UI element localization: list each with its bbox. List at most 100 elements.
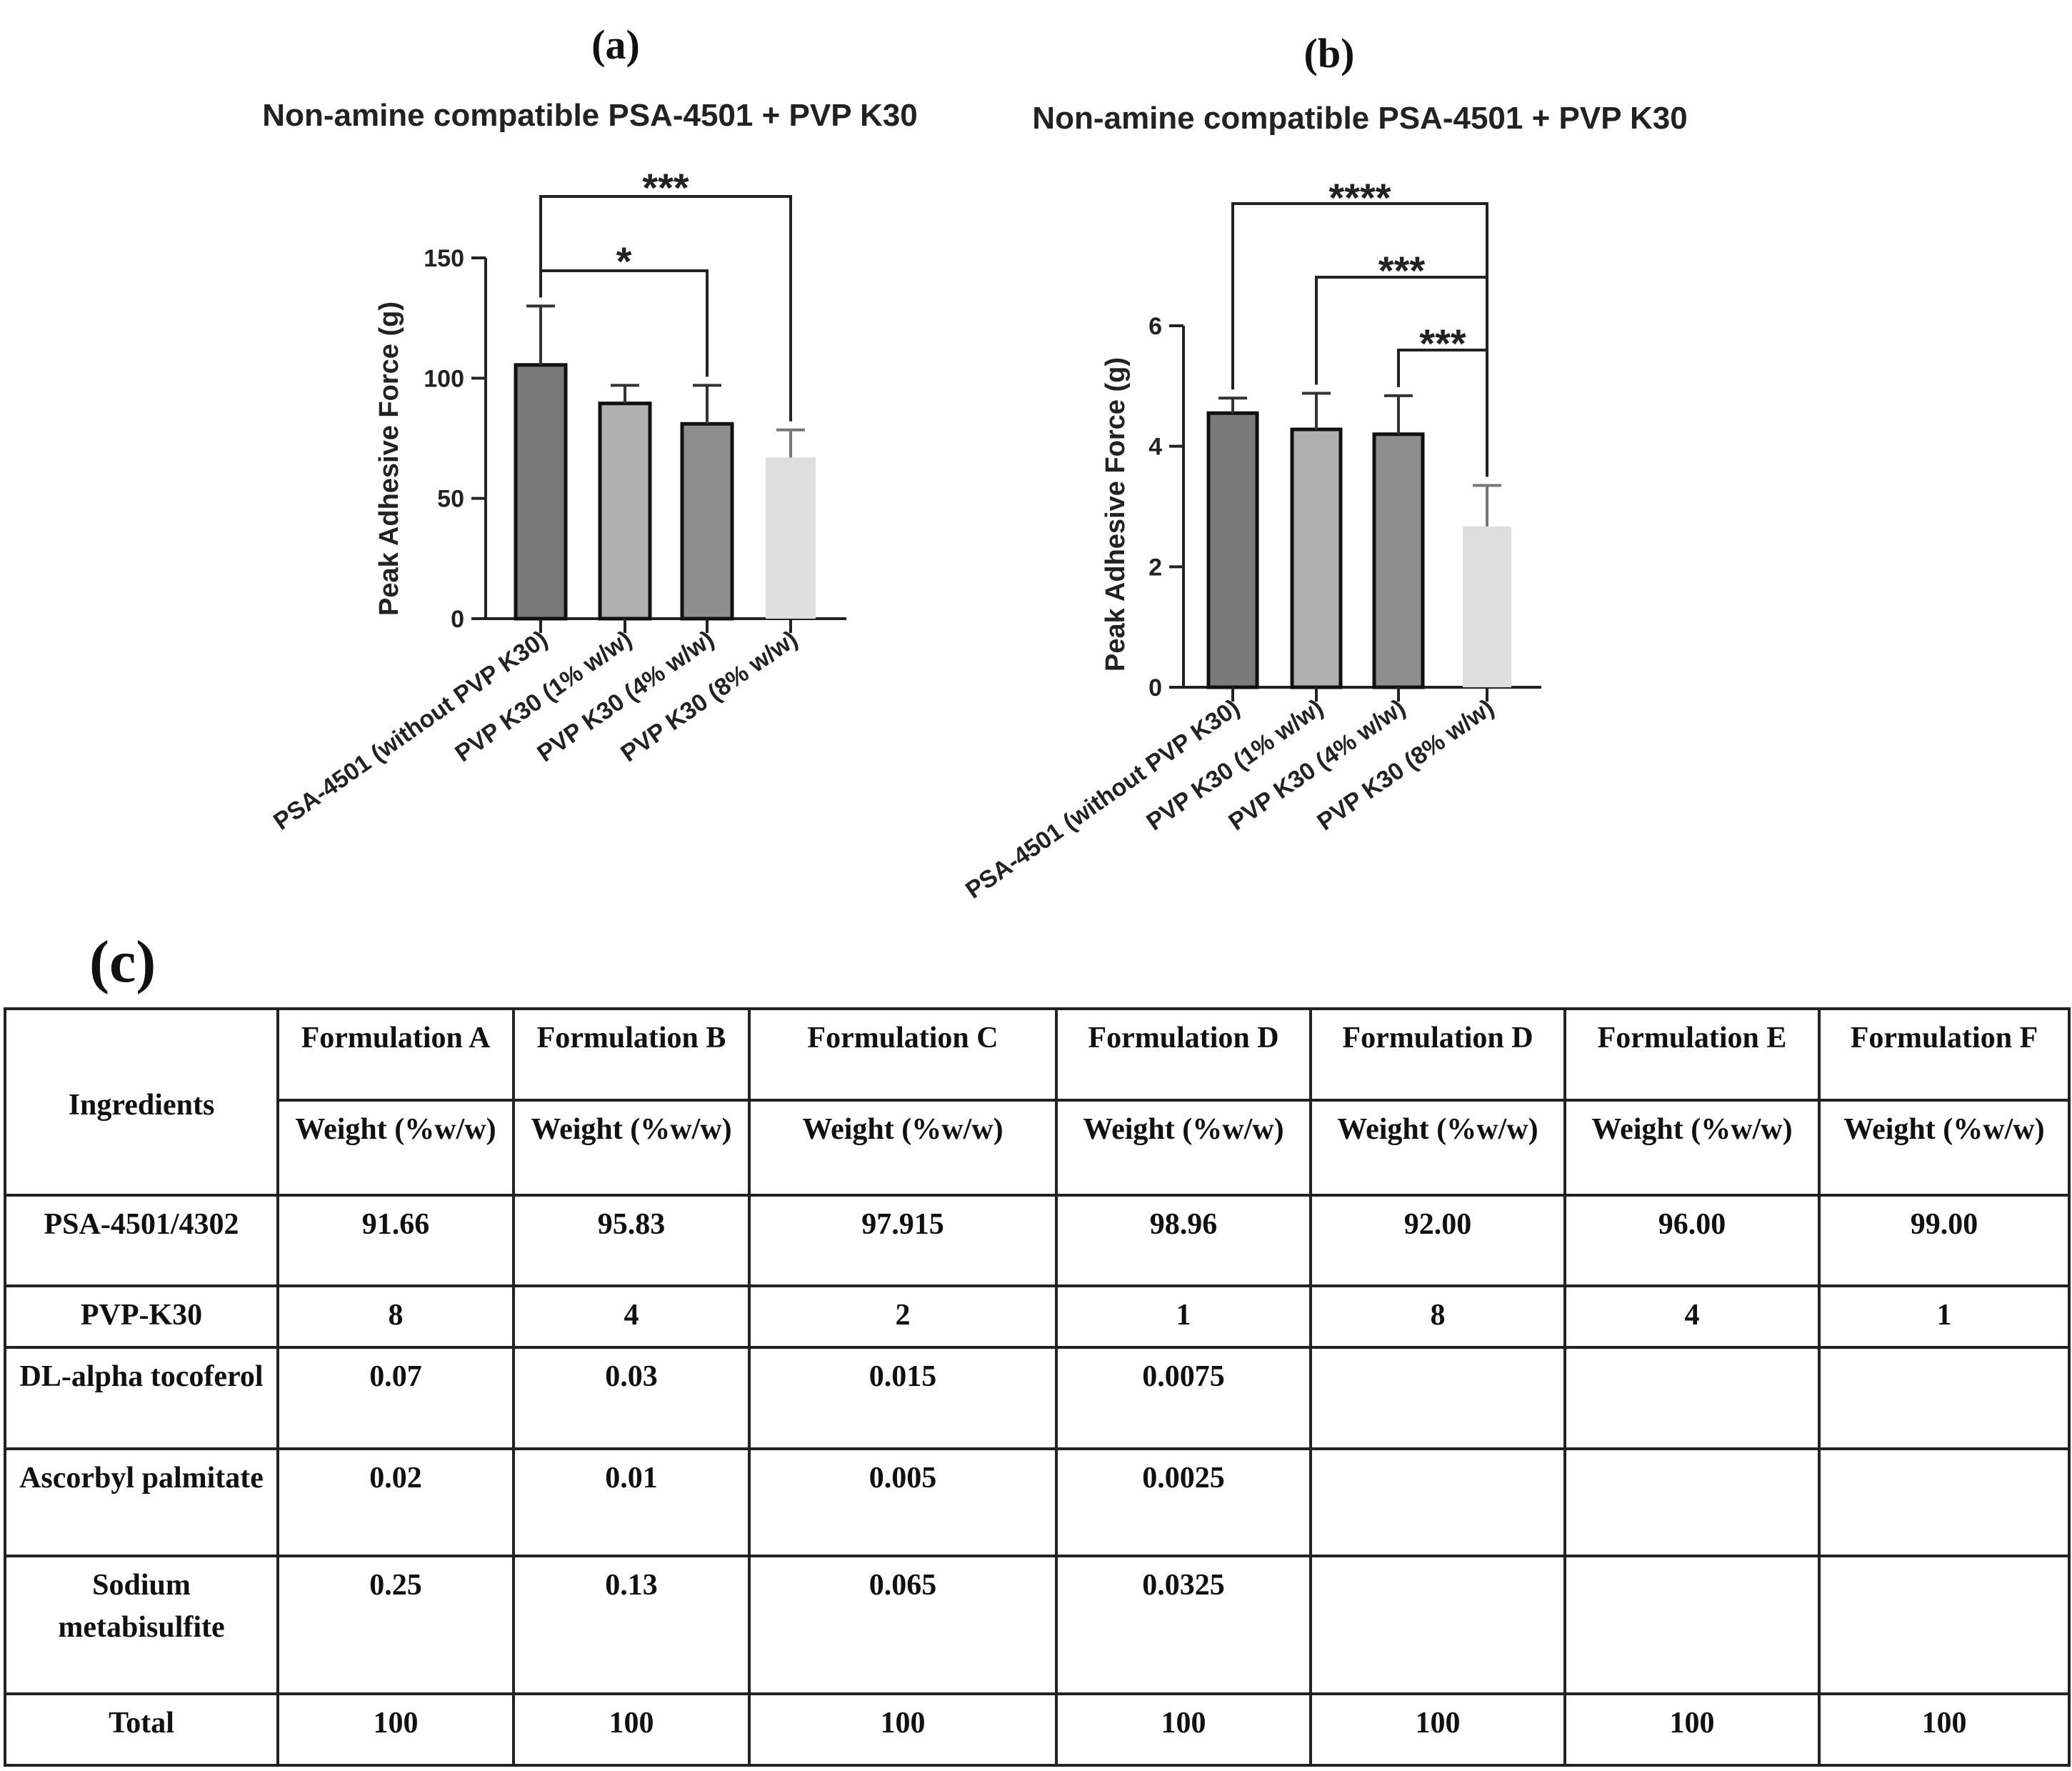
table-cell [1309,1346,1566,1450]
table-cell: 0.01 [512,1447,751,1557]
significance-stars: *** [1419,321,1466,366]
bar [514,363,568,621]
unit-header: Weight (%w/w) [748,1099,1058,1197]
row-label: Sodium metabisulfite [4,1555,279,1695]
table-cell [1563,1447,1821,1557]
table-cell: 95.83 [512,1194,751,1287]
bar [1372,432,1425,689]
unit-header: Weight (%w/w) [1818,1099,2071,1197]
table-cell [1818,1346,2071,1450]
table-row: PSA-4501/4302 91.66 95.83 97.915 98.96 9… [4,1194,2071,1287]
y-tick-label: 50 [437,486,464,513]
table-cell: 1 [1818,1284,2071,1349]
chart-b-title: Non-amine compatible PSA-4501 + PVP K30 [1032,101,1687,136]
bar [598,401,652,621]
charts-canvas: (a) Non-amine compatible PSA-4501 + PVP … [262,21,1687,904]
table-row: Ascorbyl palmitate 0.02 0.01 0.005 0.002… [4,1447,2071,1557]
significance-stars: **** [1328,175,1391,220]
table-cell: 100 [276,1692,515,1767]
table-cell: 99.00 [1818,1194,2071,1287]
table-cell: 8 [276,1284,515,1349]
table-cell: 100 [1818,1692,2071,1767]
row-label: Ascorbyl palmitate [4,1447,279,1557]
table-cell: 97.915 [748,1194,1058,1287]
y-tick-label: 6 [1148,313,1162,340]
y-tick-label: 0 [1148,674,1162,702]
table-cell: 0.015 [748,1346,1058,1450]
column-header: Formulation F [1818,1007,2071,1102]
y-tick-label: 4 [1148,434,1162,461]
table-cell: 0.07 [276,1346,515,1450]
panel-label-b: (b) [1304,30,1355,76]
table-cell: 0.0325 [1055,1555,1312,1695]
significance-bracket [539,195,792,421]
table-cell: 100 [512,1692,751,1767]
panel-label-a: (a) [591,21,640,68]
table-cell: 92.00 [1309,1194,1566,1287]
y-tick-label: 100 [424,365,464,392]
bar [1290,427,1343,689]
significance-bracket [1397,349,1488,477]
significance-bracket [539,269,709,377]
bar [1206,411,1259,689]
table-cell [1818,1447,2071,1557]
table-row: PVP-K30 8 4 2 1 8 4 1 [4,1284,2071,1349]
row-label: Total [4,1692,279,1767]
table-cell: 100 [1563,1692,1821,1767]
unit-header: Weight (%w/w) [276,1099,515,1197]
row-label: PVP-K30 [4,1284,279,1349]
y-tick-label: 150 [424,245,464,272]
table-cell: 0.005 [748,1447,1058,1557]
unit-header: Weight (%w/w) [512,1099,751,1197]
chart-a: (a) Non-amine compatible PSA-4501 + PVP … [262,21,917,836]
chart-a-ylabel: Peak Adhesive Force (g) [374,301,404,616]
column-header: Formulation A [276,1007,515,1102]
table-cell: 1 [1055,1284,1312,1349]
column-header: Formulation D [1309,1007,1566,1102]
column-header: Formulation C [748,1007,1058,1102]
table-cell: 100 [1309,1692,1566,1767]
table-cell: 0.065 [748,1555,1058,1695]
table-cell: 96.00 [1563,1194,1821,1287]
y-tick-label: 0 [451,606,464,633]
unit-header: Weight (%w/w) [1055,1099,1312,1197]
table-row: DL-alpha tocoferol 0.07 0.03 0.015 0.007… [4,1346,2071,1450]
bar [766,457,816,619]
bar [1463,526,1511,687]
table-cell: 2 [748,1284,1058,1349]
ingredients-header: Ingredients [4,1007,279,1197]
chart-a-title: Non-amine compatible PSA-4501 + PVP K30 [262,98,917,133]
table-cell [1818,1555,2071,1695]
table-cell: 100 [1055,1692,1312,1767]
table-cell: 100 [748,1692,1058,1767]
chart-b-ylabel: Peak Adhesive Force (g) [1101,357,1131,672]
significance-stars: * [616,239,632,284]
table-cell: 8 [1309,1284,1566,1349]
row-label: PSA-4501/4302 [4,1194,279,1287]
table-cell [1563,1555,1821,1695]
panel-label-c: (c) [89,929,156,995]
table-row: Sodium metabisulfite 0.25 0.13 0.065 0.0… [4,1555,2071,1695]
table-cell [1309,1555,1566,1695]
table-cell [1563,1346,1821,1450]
table-cell: 0.02 [276,1447,515,1557]
table-row: Total 100 100 100 100 100 100 100 [4,1692,2071,1767]
table-cell: 91.66 [276,1194,515,1287]
bar [680,421,734,621]
table-cell: 0.0075 [1055,1346,1312,1450]
unit-header: Weight (%w/w) [1309,1099,1566,1197]
formulation-table: Ingredients Formulation A Formulation B … [4,1007,2071,1767]
significance-stars: *** [642,165,689,210]
chart-b: (b) Non-amine compatible PSA-4501 + PVP … [961,30,1687,904]
table-cell: 0.03 [512,1346,751,1450]
significance-stars: *** [1378,248,1426,293]
table-cell: 4 [512,1284,751,1349]
column-header: Formulation E [1563,1007,1821,1102]
table-cell [1309,1447,1566,1557]
table-cell: 0.25 [276,1555,515,1695]
column-header: Formulation D [1055,1007,1312,1102]
table-cell: 4 [1563,1284,1821,1349]
y-tick-label: 2 [1148,554,1162,581]
unit-header: Weight (%w/w) [1563,1099,1821,1197]
table-cell: 0.0025 [1055,1447,1312,1557]
